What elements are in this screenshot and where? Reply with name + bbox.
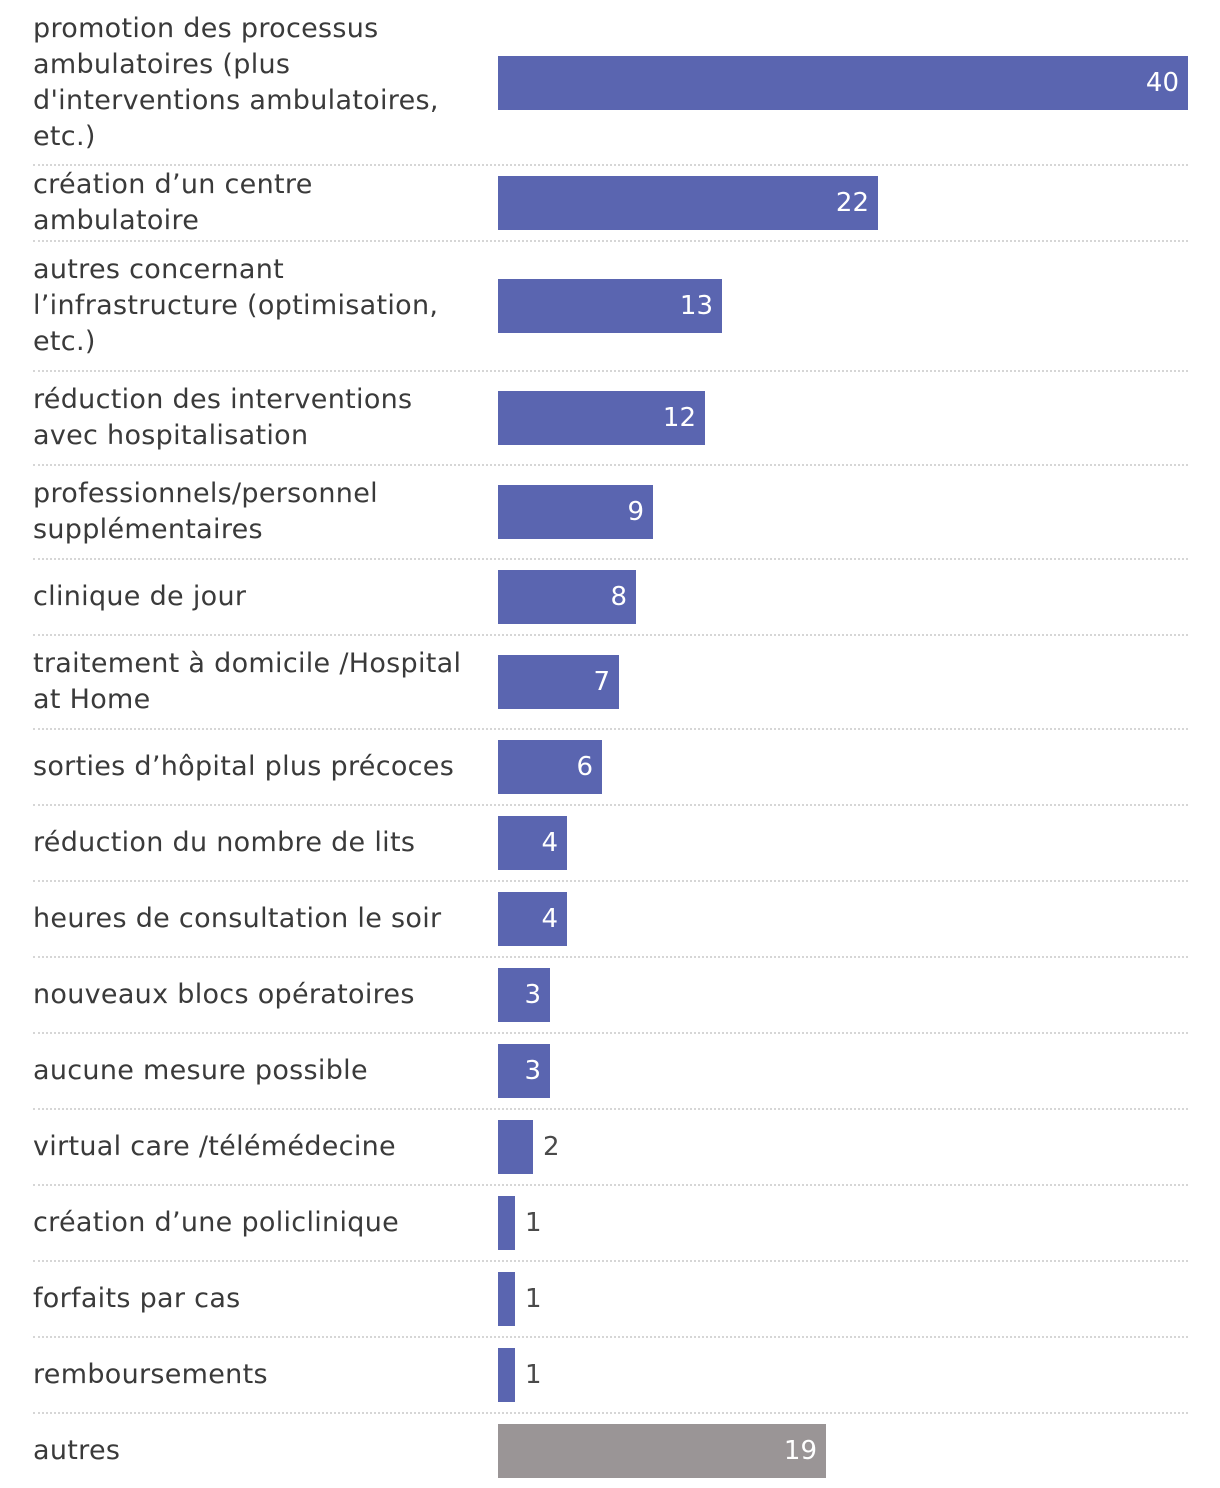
- bar-row: création d’un centre ambulatoire 22: [0, 165, 1220, 241]
- row-separator: [33, 1184, 1188, 1186]
- category-label: réduction du nombre de lits: [33, 827, 416, 858]
- row-separator: [33, 370, 1188, 372]
- bar-row: professionnels/personnel supplémentaires…: [0, 465, 1220, 559]
- value-label: 4: [541, 904, 558, 934]
- category-label: traitement à domicile /Hospital at Home: [33, 648, 462, 715]
- category-label: création d’une policlinique: [33, 1207, 400, 1238]
- bar: [498, 1424, 826, 1478]
- value-label: 1: [525, 1360, 542, 1390]
- category-label: forfaits par cas: [33, 1283, 241, 1314]
- bar: [498, 56, 1188, 110]
- value-label: 13: [679, 291, 713, 321]
- bar: [498, 570, 636, 624]
- row-separator: [33, 240, 1188, 242]
- bar: [498, 892, 567, 946]
- bar: [498, 1120, 533, 1174]
- bar-row: aucune mesure possible 3: [0, 1033, 1220, 1109]
- bar: [498, 1196, 515, 1250]
- value-label: 7: [593, 667, 610, 697]
- value-label: 19: [783, 1436, 817, 1466]
- bar-row: traitement à domicile /Hospital at Home 7: [0, 635, 1220, 729]
- value-label: 40: [1145, 68, 1179, 98]
- bar-row: autres 19: [0, 1413, 1220, 1488]
- bar: [498, 1272, 515, 1326]
- value-label: 3: [524, 980, 541, 1010]
- bar: [498, 740, 602, 794]
- category-label: clinique de jour: [33, 581, 247, 612]
- row-separator: [33, 1260, 1188, 1262]
- bar: [498, 176, 878, 230]
- row-separator: [33, 880, 1188, 882]
- bar: [498, 968, 550, 1022]
- category-label: création d’un centre ambulatoire: [33, 169, 313, 236]
- category-label: autres concernant l’infrastructure (opti…: [33, 254, 439, 357]
- category-label: autres: [33, 1434, 121, 1466]
- category-label: aucune mesure possible: [33, 1055, 368, 1086]
- bar: [498, 1348, 515, 1402]
- bar-row: remboursements 1: [0, 1337, 1220, 1413]
- category-label: réduction des interventions avec hospita…: [33, 384, 413, 451]
- category-label: professionnels/personnel supplémentaires: [33, 478, 378, 545]
- category-label: sorties d’hôpital plus précoces: [33, 751, 455, 782]
- bar-row: réduction du nombre de lits 4: [0, 805, 1220, 881]
- bar: [498, 485, 653, 539]
- row-separator: [33, 1108, 1188, 1110]
- category-label: remboursements: [33, 1359, 268, 1390]
- value-label: 2: [543, 1132, 560, 1162]
- bar-row: nouveaux blocs opératoires 3: [0, 957, 1220, 1033]
- bar: [498, 391, 705, 445]
- category-label: virtual care /télémédecine: [33, 1131, 396, 1162]
- row-separator: [33, 558, 1188, 560]
- category-label: promotion des processus ambulatoires (pl…: [33, 12, 439, 152]
- row-separator: [33, 634, 1188, 636]
- row-separator: [33, 1336, 1188, 1338]
- category-label: heures de consultation le soir: [33, 903, 442, 934]
- bar-row: réduction des interventions avec hospita…: [0, 371, 1220, 465]
- row-separator: [33, 164, 1188, 166]
- value-label: 22: [835, 188, 869, 218]
- value-label: 1: [525, 1284, 542, 1314]
- row-separator: [33, 956, 1188, 958]
- row-separator: [33, 464, 1188, 466]
- value-label: 8: [610, 582, 627, 612]
- category-label: nouveaux blocs opératoires: [33, 979, 415, 1010]
- bar-row: sorties d’hôpital plus précoces 6: [0, 729, 1220, 805]
- value-label: 4: [541, 828, 558, 858]
- value-label: 9: [627, 497, 644, 527]
- bar-row: virtual care /télémédecine 2: [0, 1109, 1220, 1185]
- bar: [498, 279, 722, 333]
- row-separator: [33, 728, 1188, 730]
- row-separator: [33, 804, 1188, 806]
- value-label: 12: [662, 403, 696, 433]
- value-label: 1: [525, 1208, 542, 1238]
- row-separator: [33, 1412, 1188, 1414]
- value-label: 6: [576, 752, 593, 782]
- bar-row: promotion des processus ambulatoires (pl…: [0, 0, 1220, 165]
- value-label: 3: [524, 1056, 541, 1086]
- bar-row: création d’une policlinique 1: [0, 1185, 1220, 1261]
- bar-row: forfaits par cas 1: [0, 1261, 1220, 1337]
- bar: [498, 655, 619, 709]
- bar: [498, 816, 567, 870]
- bar-row: autres concernant l’infrastructure (opti…: [0, 241, 1220, 371]
- bar-row: heures de consultation le soir 4: [0, 881, 1220, 957]
- bar: [498, 1044, 550, 1098]
- row-separator: [33, 1032, 1188, 1034]
- bar-row: clinique de jour 8: [0, 559, 1220, 635]
